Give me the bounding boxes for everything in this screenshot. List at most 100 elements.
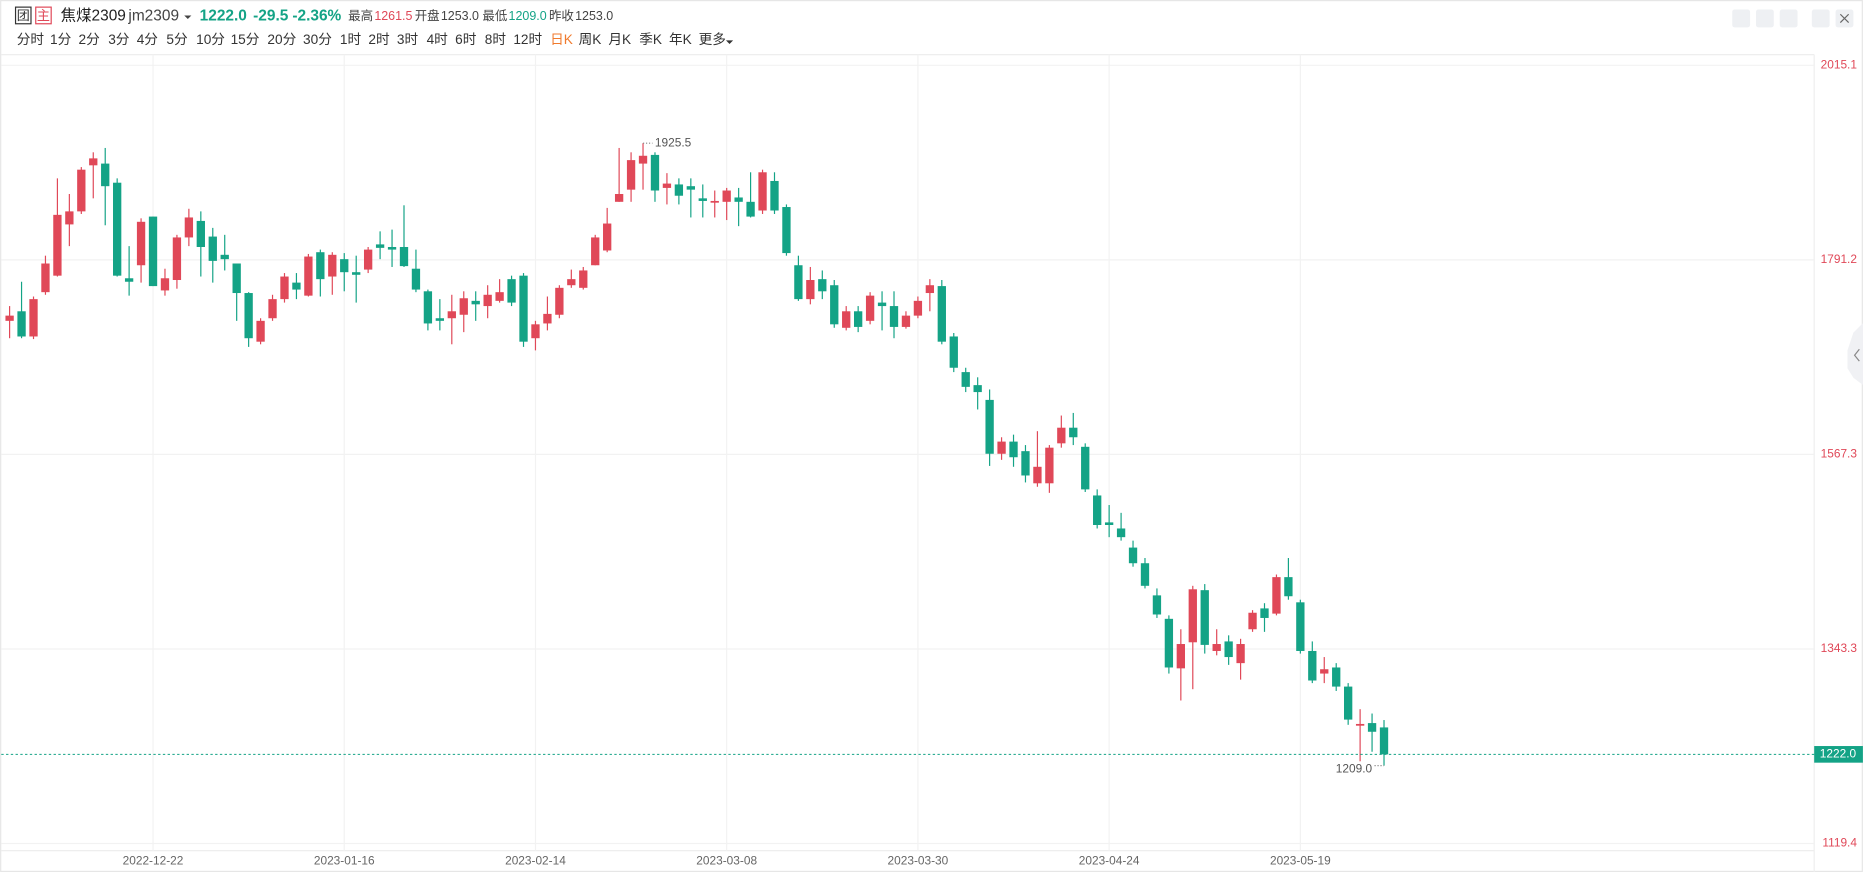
stat-value: 1253.0 (575, 9, 613, 23)
candle-body (17, 311, 26, 337)
candle-body (101, 163, 110, 187)
candle-body (579, 270, 588, 288)
interval-button[interactable]: 10分 (196, 32, 225, 47)
candle-body (244, 293, 253, 339)
candle-body (770, 180, 779, 211)
candle-body (985, 399, 994, 454)
candle-body (1152, 595, 1162, 615)
candle-body (806, 280, 815, 300)
candle-body (148, 216, 158, 287)
candle-body (1236, 644, 1245, 664)
interval-button[interactable]: 2分 (79, 32, 101, 47)
interval-button[interactable]: 4分 (137, 32, 159, 47)
side-tab-arrow (1853, 348, 1860, 362)
stat-label: 最低 (482, 9, 507, 23)
x-tick-label: 2023-05-19 (1270, 853, 1331, 867)
icon-box (14, 6, 32, 25)
candle-body (1224, 641, 1233, 658)
candle-body (65, 211, 74, 225)
candle-body (1057, 427, 1066, 444)
icon: 主 (37, 8, 50, 23)
interval-button[interactable]: 4时 (427, 32, 449, 47)
icon: 团 (17, 8, 30, 23)
x-tick-label: 2023-01-16 (314, 853, 375, 867)
candle-body (614, 193, 624, 202)
candle-body (531, 324, 540, 339)
candle-body (638, 155, 648, 164)
candle-body (674, 184, 684, 196)
candle-body (411, 268, 421, 290)
expand-button[interactable] (1811, 9, 1830, 28)
candle-body (686, 186, 695, 190)
candle-body (41, 263, 50, 293)
interval-button[interactable]: 1时 (340, 32, 362, 47)
candle-body (1367, 723, 1377, 732)
candle-body (280, 276, 289, 300)
interval-button[interactable]: 20分 (267, 32, 296, 47)
interval-button[interactable]: 8时 (485, 32, 507, 47)
interval-button[interactable]: 6时 (455, 32, 477, 47)
close-icon (1839, 13, 1850, 23)
interval-button[interactable]: 30分 (303, 32, 332, 47)
candle-body (1128, 547, 1138, 564)
candle-body (842, 311, 851, 328)
y-tick-label: 1567.3 (1821, 447, 1858, 461)
candle-body (567, 279, 576, 286)
candle-body (1344, 686, 1353, 720)
y-tick-label: 1791.2 (1821, 252, 1857, 266)
interval-button[interactable]: 年K (669, 32, 692, 47)
tool-button[interactable] (1732, 9, 1751, 28)
interval-button[interactable]: 15分 (231, 32, 260, 47)
x-tick-label: 2023-02-14 (505, 853, 566, 867)
candle-body (495, 292, 504, 301)
candle-body (184, 217, 194, 238)
candle-body (89, 158, 98, 166)
candle-body (1164, 618, 1174, 668)
interval-button[interactable]: 12时 (513, 32, 542, 47)
candle-body (603, 223, 612, 251)
interval-button[interactable]: 月K (608, 32, 631, 47)
candle-body (722, 190, 731, 202)
interval-button[interactable]: 日K (550, 32, 573, 47)
max-annotation: 1925.5 (655, 135, 692, 149)
candle-body (877, 302, 887, 307)
candle-body (818, 279, 827, 292)
candle-body (268, 299, 277, 319)
candle-body (1272, 577, 1281, 614)
candle-body (925, 285, 935, 294)
interval-button[interactable]: 2时 (368, 32, 390, 47)
candle-body (1212, 644, 1221, 651)
candle-body (1081, 446, 1090, 490)
candle-body (124, 278, 134, 282)
tool-button[interactable] (1755, 9, 1774, 28)
candle-body (1308, 650, 1317, 681)
instrument-code[interactable]: jm2309 (127, 8, 179, 25)
interval-button[interactable]: 3时 (397, 32, 419, 47)
candle-body (1188, 589, 1197, 643)
interval-button[interactable]: 3分 (108, 32, 130, 47)
icon-box (35, 6, 52, 25)
interval-button[interactable]: 分时 (17, 32, 45, 47)
interval-button[interactable]: 5分 (166, 32, 188, 47)
stat-value: 1253.0 (441, 9, 479, 23)
stat-value: 1209.0 (509, 9, 547, 23)
candle-body (196, 220, 205, 247)
tool-button[interactable] (1779, 9, 1798, 28)
interval-button[interactable]: 更多 (699, 31, 726, 47)
stat-label: 昨收 (549, 9, 574, 23)
candle-body (1200, 590, 1209, 645)
candle-body (507, 279, 516, 303)
candle-body (1176, 644, 1185, 669)
candle-body (1355, 723, 1365, 726)
candle-body (1379, 727, 1389, 755)
candle-body (746, 201, 755, 217)
interval-button[interactable]: 季K (639, 32, 662, 47)
candle-body (136, 221, 146, 266)
candle-body (387, 246, 397, 250)
interval-button[interactable]: 周K (579, 32, 602, 47)
candle-body (172, 237, 182, 281)
interval-button[interactable]: 1分 (50, 32, 72, 47)
candle-body (1248, 612, 1257, 630)
candle-body (519, 275, 528, 342)
candle-body (256, 320, 265, 342)
